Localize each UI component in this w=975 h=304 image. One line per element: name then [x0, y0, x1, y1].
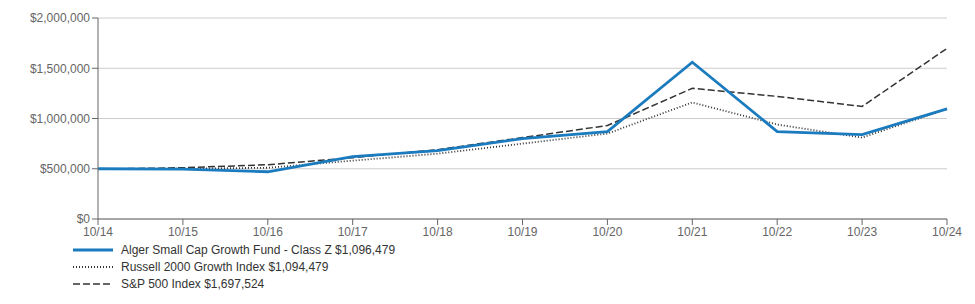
svg-text:10/24: 10/24: [932, 225, 962, 239]
svg-text:10/23: 10/23: [847, 225, 877, 239]
svg-text:10/21: 10/21: [677, 225, 707, 239]
svg-text:$500,000: $500,000: [40, 162, 90, 176]
html-text:S&P 500 Index $1,697,524: S&P 500 Index $1,697,524: [121, 277, 265, 291]
svg-text:10/14: 10/14: [83, 225, 113, 239]
svg-text:10/17: 10/17: [338, 225, 368, 239]
svg-text:10/18: 10/18: [423, 225, 453, 239]
svg-text:10/15: 10/15: [168, 225, 198, 239]
svg-text:10/16: 10/16: [253, 225, 283, 239]
svg-text:10/22: 10/22: [762, 225, 792, 239]
svg-text:$1,500,000: $1,500,000: [30, 62, 90, 76]
svg-text:$0: $0: [77, 212, 91, 226]
svg-text:$1,000,000: $1,000,000: [30, 112, 90, 126]
svg-text:$2,000,000: $2,000,000: [30, 11, 90, 25]
html-text:Russell 2000 Growth Index $1,0: Russell 2000 Growth Index $1,094,479: [121, 260, 329, 274]
svg-text:10/19: 10/19: [507, 225, 537, 239]
html-text:Alger Small Cap Growth Fund -: Alger Small Cap Growth Fund - Class Z $1…: [121, 243, 396, 257]
svg-text:10/20: 10/20: [592, 225, 622, 239]
